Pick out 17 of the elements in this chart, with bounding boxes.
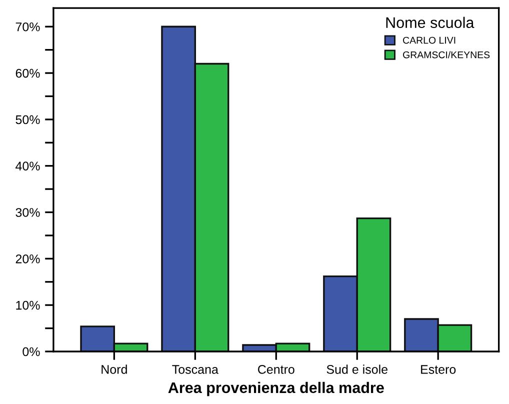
legend-title: Nome scuola	[386, 16, 474, 28]
x-tick-label: Estero	[421, 365, 456, 374]
y-tick-label: 10%	[16, 300, 40, 310]
x-axis-title: Area provenienza della madre	[168, 382, 384, 396]
y-tick-label: 40%	[16, 162, 40, 171]
y-tick-label: 0%	[22, 347, 40, 356]
y-tick-label: 50%	[16, 115, 40, 124]
y-tick-label: 20%	[16, 254, 40, 264]
x-tick-label: Sud e isole	[326, 364, 388, 374]
legend-label: CARLO LIVI	[403, 36, 456, 44]
y-tick-label: 70%	[16, 22, 40, 32]
x-tick-label: Centro	[258, 365, 294, 374]
x-tick-label: Toscana	[172, 365, 218, 374]
legend-label: GRAMSCI/KEYNES	[403, 51, 490, 58]
x-tick-label: Nord	[102, 364, 127, 374]
y-tick-label: 30%	[16, 208, 40, 217]
y-tick-label: 60%	[16, 68, 40, 78]
